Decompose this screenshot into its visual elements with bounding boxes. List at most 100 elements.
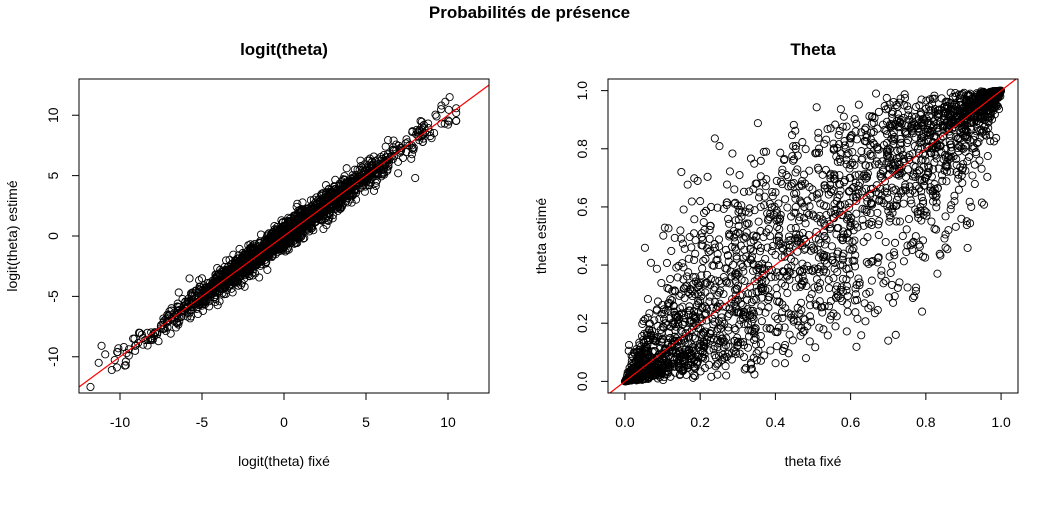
data-point xyxy=(832,152,841,161)
data-point xyxy=(703,172,712,181)
data-point xyxy=(816,218,825,227)
data-point xyxy=(846,173,855,182)
data-point xyxy=(914,124,923,133)
y-tick-label: 0.6 xyxy=(574,197,590,217)
data-point xyxy=(954,174,963,183)
y-tick-label: -10 xyxy=(45,346,61,366)
data-point xyxy=(365,181,374,190)
data-point xyxy=(852,295,862,305)
data-point xyxy=(903,241,912,250)
data-point xyxy=(220,275,229,285)
data-point xyxy=(858,215,867,224)
data-point xyxy=(773,327,782,336)
data-point xyxy=(172,318,181,327)
data-point xyxy=(911,232,920,241)
data-point xyxy=(655,314,664,323)
data-point xyxy=(643,328,652,337)
data-point xyxy=(745,187,754,196)
panel-logit-theta-x-label: logit(theta) fixé xyxy=(238,453,330,469)
data-point xyxy=(880,177,889,186)
data-point xyxy=(430,129,439,138)
data-point xyxy=(860,299,869,308)
data-point xyxy=(804,265,813,274)
data-point xyxy=(936,251,945,260)
data-point xyxy=(805,294,814,303)
data-point xyxy=(700,280,709,289)
data-point xyxy=(833,193,842,202)
data-point xyxy=(850,236,859,245)
data-point xyxy=(753,119,762,128)
data-point xyxy=(906,196,915,205)
data-point xyxy=(885,252,894,261)
data-point xyxy=(809,212,818,221)
data-point xyxy=(801,244,810,253)
data-point xyxy=(101,350,110,359)
data-point xyxy=(930,224,939,233)
data-point xyxy=(712,256,721,265)
data-point xyxy=(310,207,319,217)
data-point xyxy=(727,272,736,281)
data-point xyxy=(713,203,722,212)
data-point xyxy=(206,293,215,302)
data-point xyxy=(813,194,822,203)
data-point xyxy=(845,199,854,208)
data-point xyxy=(143,341,152,350)
data-point xyxy=(872,181,881,190)
data-point xyxy=(789,156,798,165)
data-point xyxy=(784,173,793,182)
data-point xyxy=(909,170,918,179)
data-point xyxy=(951,222,960,231)
data-point xyxy=(829,145,838,154)
data-point xyxy=(791,126,800,135)
data-point xyxy=(942,162,951,171)
data-point xyxy=(678,259,687,268)
data-point xyxy=(881,237,890,247)
data-point xyxy=(94,358,103,367)
data-point xyxy=(882,93,891,103)
data-point xyxy=(635,348,644,357)
data-point xyxy=(964,106,973,115)
y-tick-label: -5 xyxy=(45,290,61,303)
data-point xyxy=(223,266,232,275)
data-point xyxy=(867,257,876,266)
data-point xyxy=(946,154,955,163)
data-point xyxy=(908,245,917,255)
data-point xyxy=(918,307,927,316)
data-point xyxy=(946,205,955,214)
data-point xyxy=(744,289,753,298)
data-point xyxy=(756,283,765,292)
data-point xyxy=(976,125,985,134)
data-point xyxy=(676,326,686,335)
data-point xyxy=(147,328,156,337)
data-point xyxy=(708,303,717,312)
data-point xyxy=(138,340,148,349)
data-point xyxy=(781,241,790,250)
data-point xyxy=(780,154,789,164)
data-point xyxy=(909,161,918,170)
data-point xyxy=(691,249,700,258)
data-point xyxy=(731,325,740,334)
data-point xyxy=(835,171,844,180)
data-point xyxy=(944,226,953,235)
data-point xyxy=(768,187,777,197)
data-point xyxy=(947,99,956,108)
data-point xyxy=(956,128,965,137)
data-point xyxy=(917,193,926,202)
data-point xyxy=(771,272,780,281)
data-point xyxy=(749,236,758,245)
data-point xyxy=(780,252,789,261)
data-point xyxy=(944,152,953,161)
figure-title: Probabilités de présence xyxy=(429,3,630,22)
data-point xyxy=(185,274,194,283)
data-point xyxy=(888,113,897,122)
data-point xyxy=(707,274,716,284)
data-point xyxy=(843,300,852,309)
data-point xyxy=(245,265,255,274)
data-point xyxy=(846,160,855,169)
data-point xyxy=(894,114,903,123)
data-point xyxy=(666,372,675,381)
data-point xyxy=(791,223,800,233)
data-point xyxy=(719,204,728,213)
data-point xyxy=(174,288,183,297)
data-point xyxy=(798,138,807,147)
